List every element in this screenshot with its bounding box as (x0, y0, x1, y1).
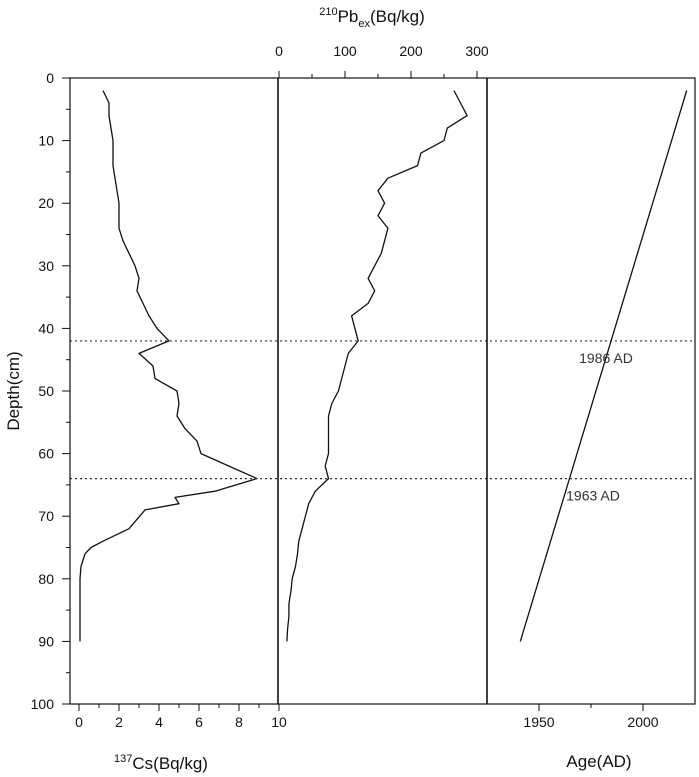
pb210-x-tick-label: 200 (399, 43, 423, 59)
pb210-x-tick-label: 100 (333, 43, 357, 59)
annotation-label: 1986 AD (579, 350, 633, 366)
ticks-layer (62, 71, 644, 711)
pb210-axis-title-subscript: ex (358, 18, 370, 30)
cs137-x-tick-label: 2 (115, 714, 123, 730)
pb210-axis-title-unit: (Bq/kg) (370, 7, 425, 26)
pb210-series-line (286, 90, 468, 642)
cs137-axis-title-text: Cs(Bq/kg) (132, 754, 208, 773)
age-x-tick-label: 1950 (523, 714, 554, 730)
y-tick-label: 10 (38, 133, 54, 149)
pb210-axis-title-superscript: 210 (319, 6, 337, 18)
pb210-axis-title-base: Pb (338, 7, 359, 26)
y-axis-title: Depth(cm) (4, 351, 23, 430)
age-series-line (519, 90, 688, 642)
lines-layer (70, 90, 695, 642)
cs137-x-tick-label: 10 (271, 714, 287, 730)
age-axis-title: Age(AD) (566, 752, 631, 771)
y-tick-label: 20 (38, 195, 54, 211)
y-tick-label: 30 (38, 258, 54, 274)
y-tick-label: 60 (38, 446, 54, 462)
cs137-x-tick-label: 8 (235, 714, 243, 730)
cs137-x-tick-label: 4 (155, 714, 163, 730)
pb210-x-tick-label: 300 (465, 43, 489, 59)
y-tick-label: 50 (38, 383, 54, 399)
y-tick-label: 0 (46, 70, 54, 86)
y-tick-label: 90 (38, 633, 54, 649)
y-tick-label: 40 (38, 320, 54, 336)
y-tick-label: 80 (38, 571, 54, 587)
cs137-x-tick-label: 0 (75, 714, 83, 730)
y-tick-label: 100 (31, 696, 55, 712)
annotation-label: 1963 AD (566, 488, 620, 504)
pb210-x-tick-label: 0 (275, 43, 283, 59)
cs137-x-tick-label: 6 (195, 714, 203, 730)
age-x-tick-label: 2000 (627, 714, 658, 730)
cs137-series-line (79, 90, 258, 642)
y-tick-label: 70 (38, 508, 54, 524)
text-layer: Depth(cm) 137Cs(Bq/kg) 210Pbex(Bq/kg) Ag… (4, 6, 659, 773)
cs137-axis-title-superscript: 137 (114, 753, 132, 765)
pb210-axis-title: 210Pbex(Bq/kg) (319, 6, 425, 30)
cs137-axis-title: 137Cs(Bq/kg) (114, 753, 208, 773)
plot-frame (69, 77, 696, 705)
frames-layer (69, 77, 696, 705)
